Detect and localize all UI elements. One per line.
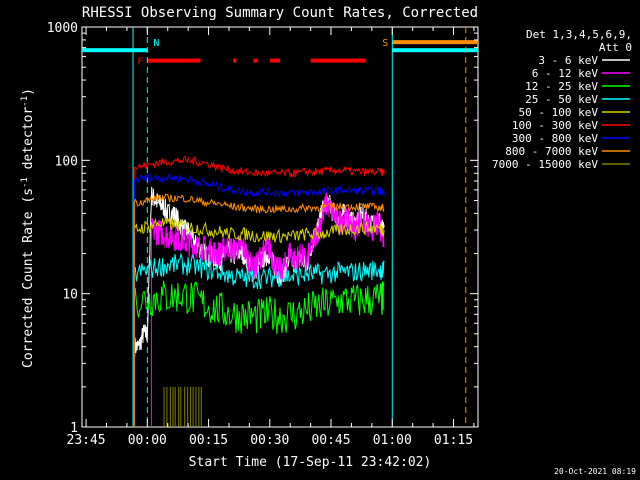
x-tick-label: 00:30 xyxy=(250,433,289,448)
flag-bar-F xyxy=(269,58,280,63)
plot-area xyxy=(81,26,479,428)
x-tick-label: 01:15 xyxy=(434,433,473,448)
y-axis: 1 10 100 1000 xyxy=(47,21,478,436)
legend-label: 25 - 50 keV xyxy=(525,93,598,106)
series-line-7 xyxy=(133,193,385,427)
flag-bar-F xyxy=(233,58,237,63)
flag-bar-N xyxy=(82,48,148,53)
plot-frame xyxy=(81,26,479,428)
x-tick-label: 00:45 xyxy=(311,433,350,448)
y-label-part: ) xyxy=(21,88,36,96)
flag-bar-S xyxy=(392,40,478,45)
series-layer xyxy=(133,155,385,427)
y-tick-label: 1 xyxy=(70,421,78,436)
chart-title: RHESSI Observing Summary Count Rates, Co… xyxy=(82,5,478,21)
flag-bar-N xyxy=(392,48,478,53)
legend-label: 100 - 300 keV xyxy=(512,119,598,132)
y-tick-label: 10 xyxy=(62,288,78,303)
series-line-6 xyxy=(133,172,385,427)
series-line-3 xyxy=(133,252,385,427)
legend-label: 3 - 6 keV xyxy=(538,54,598,67)
x-tick-label: 00:15 xyxy=(189,433,228,448)
series-line-5 xyxy=(133,155,385,427)
x-tick-label: 00:00 xyxy=(128,433,167,448)
legend-header-line: Att 0 xyxy=(599,41,632,54)
high-energy-bursts xyxy=(163,386,202,427)
y-label-part: Corrected Count Rate (s xyxy=(21,188,36,368)
legend-label: 800 - 7000 keV xyxy=(505,145,598,158)
legend-label: 300 - 800 keV xyxy=(512,132,598,145)
flag-bars: N S F xyxy=(82,38,478,68)
flag-label-F: F xyxy=(137,57,143,68)
flag-bar-F xyxy=(253,58,258,63)
flag-bar-F xyxy=(147,58,201,63)
flag-label-S: S xyxy=(382,38,388,49)
legend-header-line: Det 1,3,4,5,6,9, xyxy=(526,28,632,41)
y-tick-label: 1000 xyxy=(47,21,78,36)
y-axis-label: Corrected Count Rate (s-1 detector-1) xyxy=(20,88,36,368)
flag-label-N: N xyxy=(153,38,159,49)
x-axis-label: Start Time (17-Sep-11 23:42:02) xyxy=(189,455,432,470)
legend-label: 12 - 25 keV xyxy=(525,80,598,93)
x-axis: 23:45 00:00 00:15 00:30 00:45 01:00 01:15 xyxy=(67,27,475,448)
series-line-4 xyxy=(133,217,385,427)
generation-timestamp: 20-Oct-2021 08:19 xyxy=(554,467,636,476)
y-tick-label: 100 xyxy=(55,154,78,169)
flag-bar-F xyxy=(310,58,366,63)
legend-label: 6 - 12 keV xyxy=(532,67,599,80)
x-tick-label: 23:45 xyxy=(67,433,106,448)
legend-label: 50 - 100 keV xyxy=(519,106,599,119)
y-label-sup: -1 xyxy=(20,177,30,188)
y-label-sup: -1 xyxy=(20,96,30,107)
legend-label: 7000 - 15000 keV xyxy=(492,158,598,171)
y-label-part: detector xyxy=(21,107,36,178)
x-tick-label: 01:00 xyxy=(373,433,412,448)
boundary-lines xyxy=(132,27,467,427)
series-line-2 xyxy=(133,280,385,427)
